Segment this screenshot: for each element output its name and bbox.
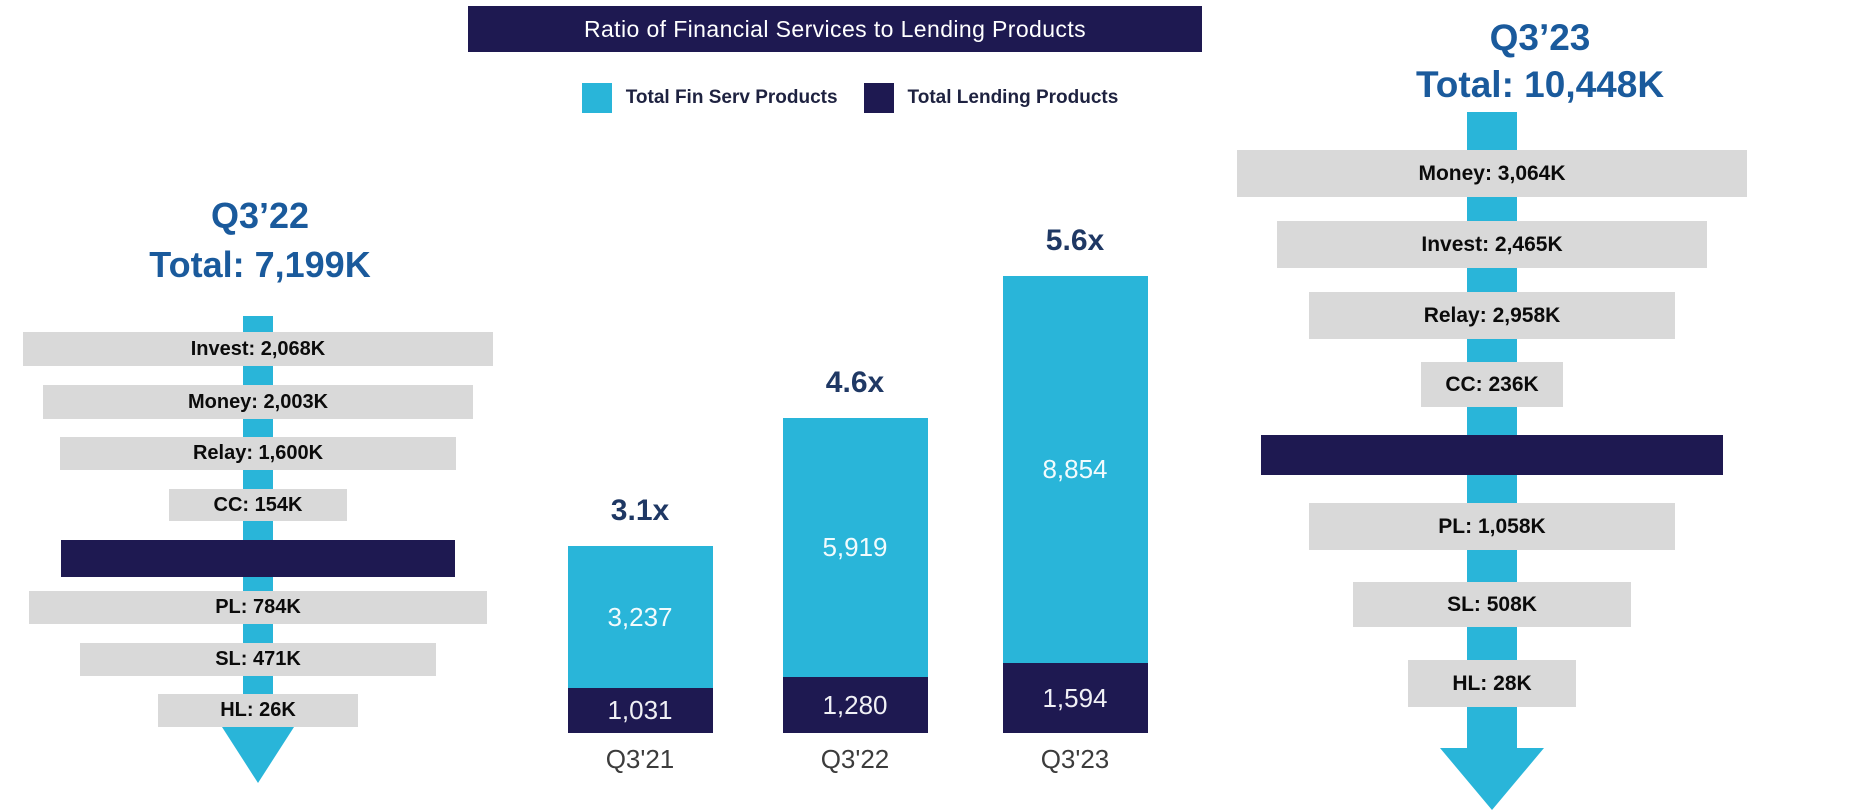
left-funnel-segment-sl: SL: 471K bbox=[80, 643, 436, 676]
bar-q321-fin-serv-segment: 3,237 bbox=[567, 546, 713, 688]
left-funnel-segment-invest: Invest: 2,068K bbox=[23, 332, 493, 366]
right-funnel-segment-hl: HL: 28K bbox=[1408, 660, 1576, 707]
x-axis-label-q323: Q3'23 bbox=[1040, 744, 1110, 774]
right-funnel-segment-money: Money: 3,064K bbox=[1237, 150, 1747, 197]
right-funnel-segment-sl: SL: 508K bbox=[1353, 582, 1631, 627]
right-funnel-segment-pl: PL: 1,058K bbox=[1309, 503, 1675, 550]
right-funnel-period: Q3’23 bbox=[1489, 17, 1591, 58]
left-funnel-down-arrow-icon bbox=[222, 727, 294, 783]
x-axis-label-q321: Q3'21 bbox=[605, 744, 675, 774]
bar-q322-fin-serv-segment: 5,919 bbox=[782, 418, 928, 677]
left-funnel-segment-cc: CC: 154K bbox=[169, 489, 347, 521]
fin-serv-swatch-icon bbox=[581, 83, 612, 113]
ratio-annotation-q323: 5.6x bbox=[1045, 224, 1105, 257]
right-funnel-total: Total: 10,448K bbox=[1415, 64, 1665, 105]
left-funnel-segment-money: Money: 2,003K bbox=[43, 385, 473, 419]
legend-item-lending: Total Lending Products bbox=[863, 83, 1119, 113]
right-funnel-segment-cc: CC: 236K bbox=[1421, 362, 1563, 407]
legend-label-lending: Total Lending Products bbox=[907, 87, 1119, 108]
right-funnel-lending-divider-bar bbox=[1261, 435, 1723, 475]
right-funnel-down-arrow-icon bbox=[1440, 748, 1544, 810]
legend-item-fin-serv: Total Fin Serv Products bbox=[581, 83, 838, 113]
bar-q323-fin-serv-segment: 8,854 bbox=[1002, 276, 1148, 663]
bar-q321-lending-segment: 1,031 bbox=[567, 688, 713, 733]
chart-legend: Total Fin Serv Products Total Lending Pr… bbox=[540, 82, 1160, 114]
left-funnel-lending-divider-bar bbox=[61, 540, 455, 577]
left-funnel-segment-pl: PL: 784K bbox=[29, 591, 487, 624]
bar-q322-lending-segment: 1,280 bbox=[782, 677, 928, 733]
ratio-annotation-q322: 4.6x bbox=[825, 366, 885, 399]
right-funnel-segment-relay: Relay: 2,958K bbox=[1309, 292, 1675, 339]
x-axis-label-q322: Q3'22 bbox=[820, 744, 890, 774]
right-funnel-segment-invest: Invest: 2,465K bbox=[1277, 221, 1707, 268]
bar-q323-lending-segment: 1,594 bbox=[1002, 663, 1148, 733]
chart-title: Ratio of Financial Services to Lending P… bbox=[583, 15, 1087, 42]
left-funnel-period: Q3’22 bbox=[210, 195, 310, 236]
chart-title-banner: Ratio of Financial Services to Lending P… bbox=[468, 6, 1202, 52]
lending-swatch-icon bbox=[863, 83, 894, 113]
left-funnel-segment-relay: Relay: 1,600K bbox=[60, 437, 456, 470]
left-funnel-total: Total: 7,199K bbox=[149, 244, 371, 285]
legend-label-fin-serv: Total Fin Serv Products bbox=[625, 87, 838, 108]
ratio-annotation-q321: 3.1x bbox=[610, 494, 670, 527]
left-funnel-segment-hl: HL: 26K bbox=[158, 694, 358, 727]
right-funnel-arrow-shaft bbox=[1467, 112, 1517, 750]
